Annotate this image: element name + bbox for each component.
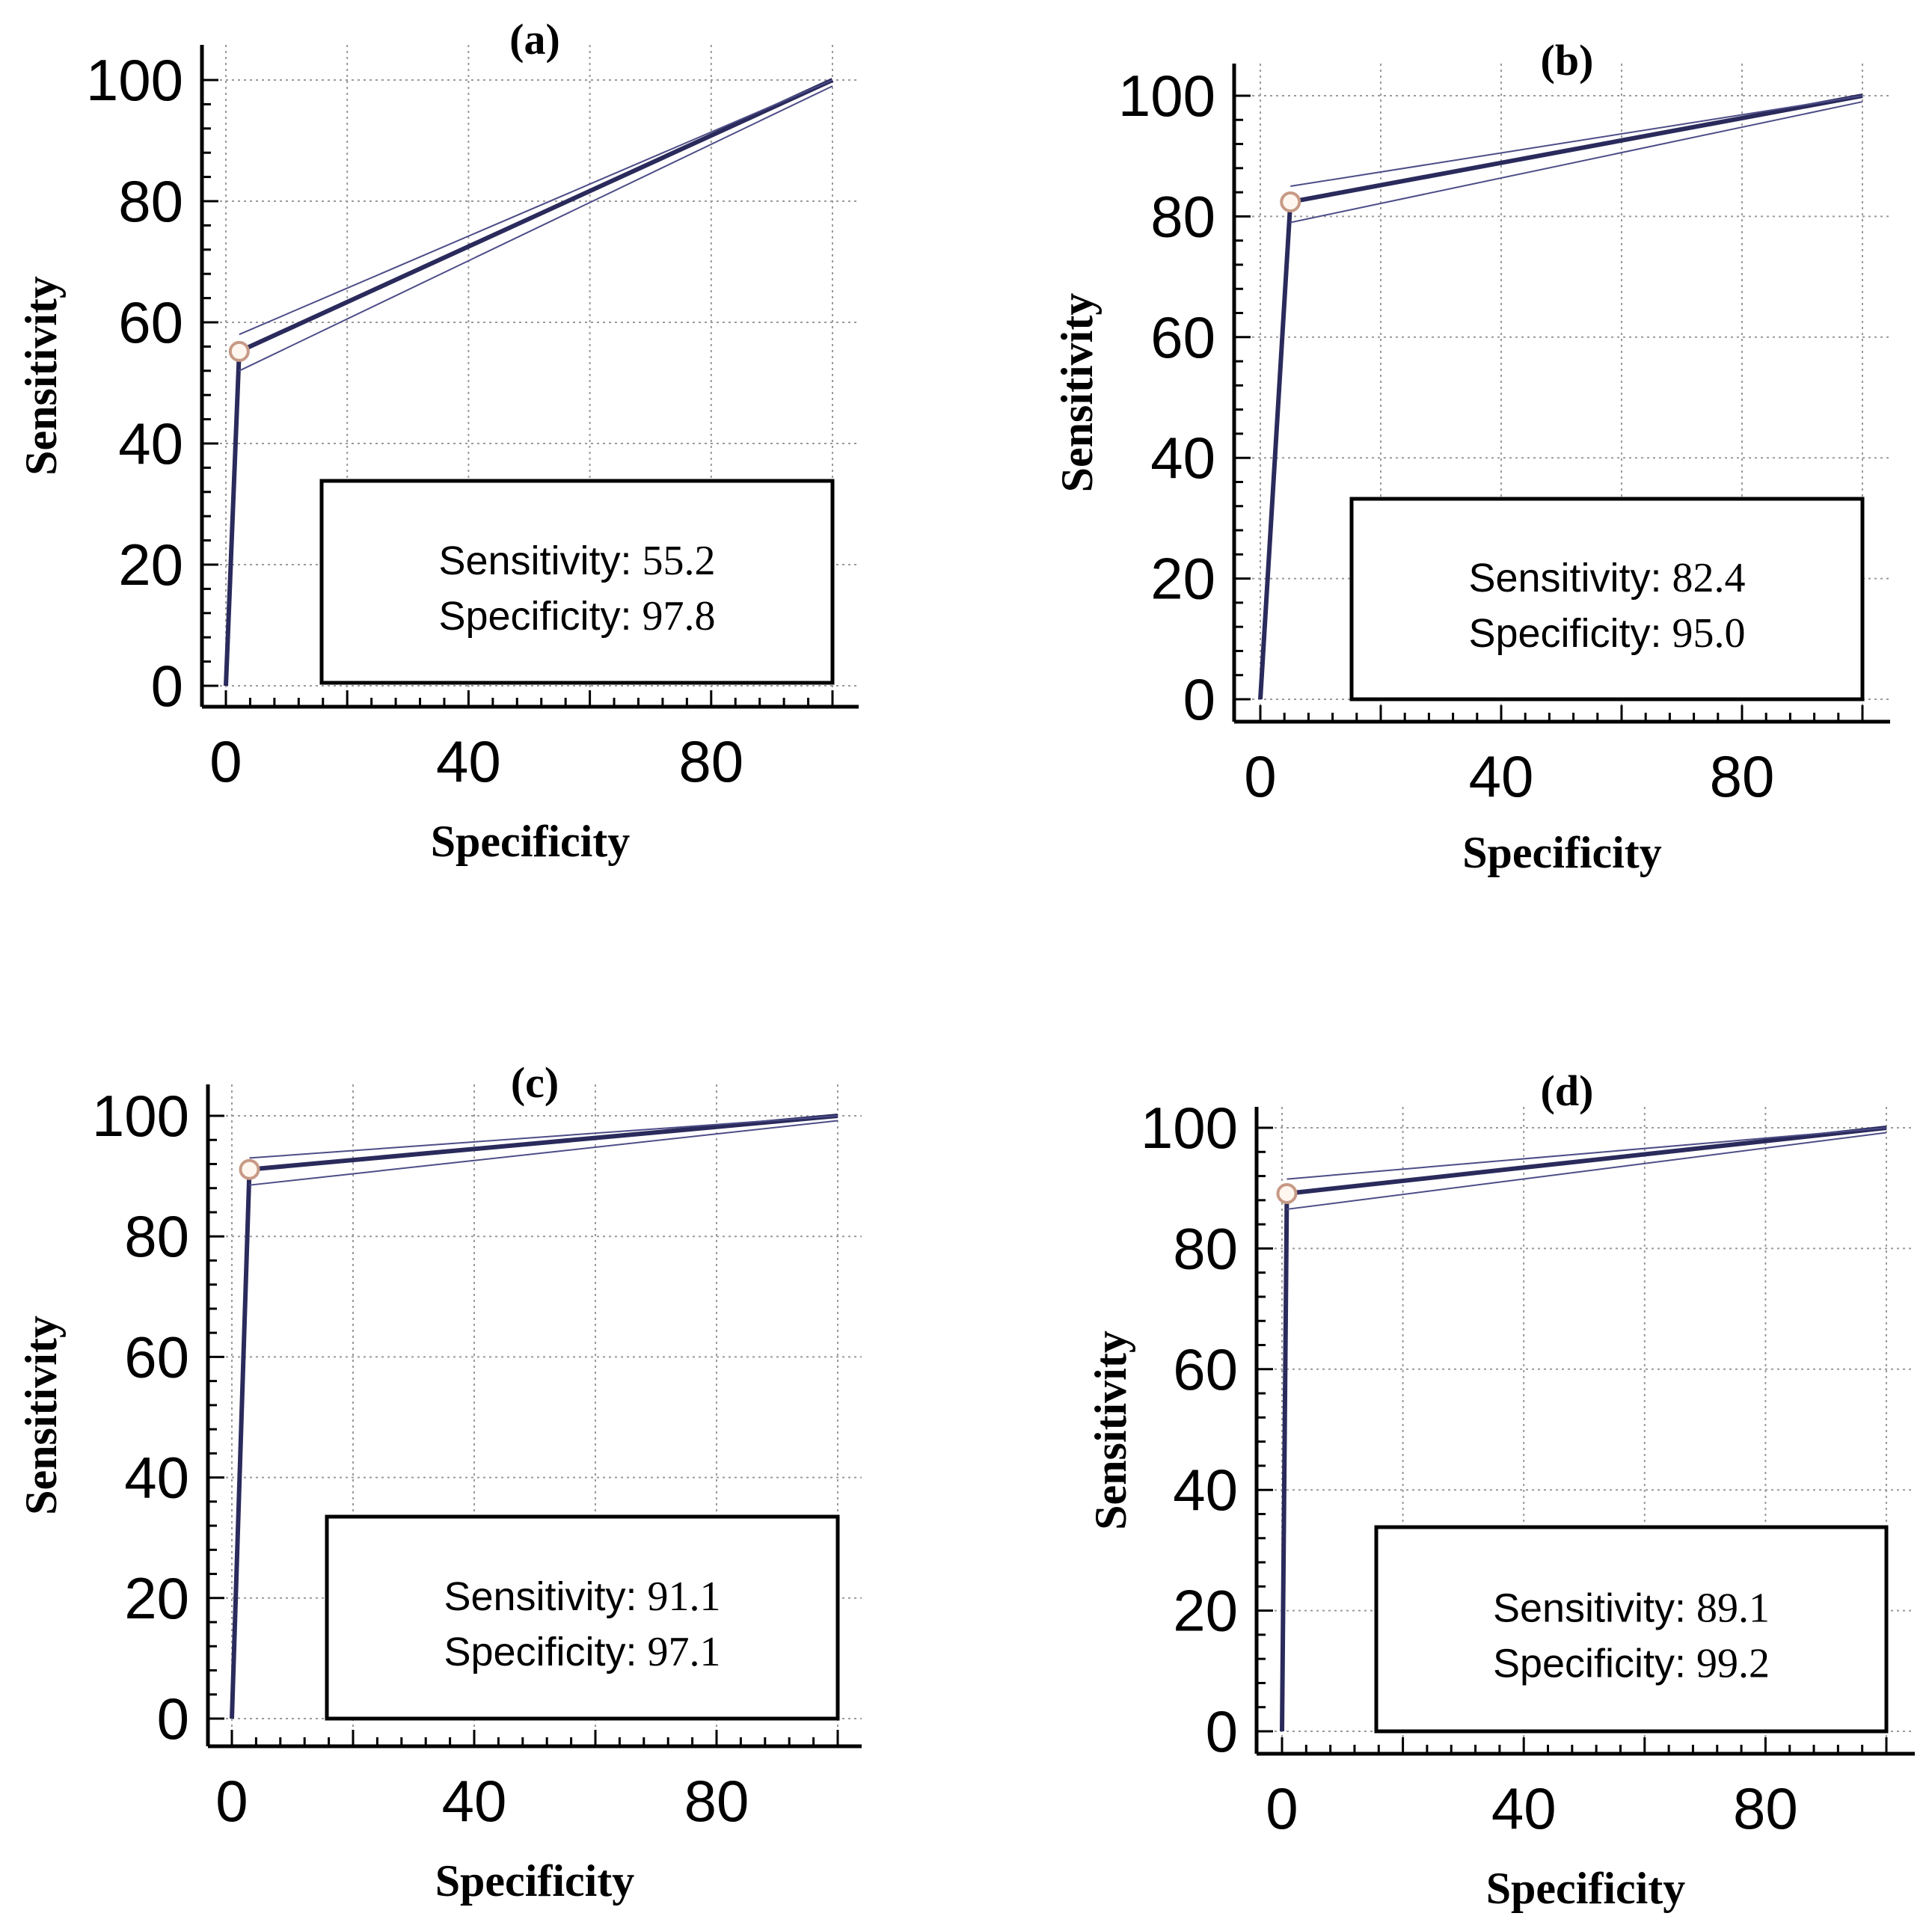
specificity-line: Specificity: 97.8 — [438, 593, 715, 639]
x-tick-label: 0 — [209, 728, 242, 794]
panel-title: (c) — [511, 1058, 559, 1107]
specificity-label: Specificity: — [444, 1630, 637, 1674]
y-tick-label: 100 — [92, 1083, 189, 1149]
sensitivity-value: 89.1 — [1696, 1585, 1770, 1632]
y-tick-label: 0 — [1206, 1698, 1238, 1764]
roc-panel-a: 0 20 40 60 80 100 0 40 80 (a) Specificity Sensitivi… — [16, 15, 859, 866]
roc-panel-d: 0 20 40 60 80 100 0 40 80 (d) Specificity Sensitivi… — [1086, 1066, 1915, 1913]
sensitivity-value: 82.4 — [1672, 555, 1746, 601]
x-axis-label: Specificity — [1462, 828, 1662, 877]
info-box-frame — [325, 1514, 840, 1721]
specificity-line: Specificity: 95.0 — [1468, 610, 1745, 657]
sensitivity-value: 91.1 — [648, 1574, 721, 1620]
operating-point — [1276, 1182, 1298, 1204]
y-tick-label: 40 — [124, 1445, 189, 1511]
y-tick-label: 80 — [1150, 183, 1215, 249]
info-box: Sensitivity: 55.2 Specificity: 97.8 — [319, 479, 835, 685]
y-tick-label: 60 — [1150, 304, 1215, 370]
sensitivity-value: 55.2 — [643, 538, 716, 584]
sensitivity-line: Sensitivity: 55.2 — [438, 538, 715, 584]
operating-point — [228, 340, 250, 362]
y-tick-label: 100 — [1141, 1095, 1238, 1161]
confidence-bound-line — [1287, 1132, 1887, 1210]
y-tick-label: 60 — [124, 1324, 189, 1390]
operating-point — [1280, 191, 1301, 213]
x-tick-label: 80 — [678, 728, 743, 794]
confidence-bound-line — [1290, 101, 1863, 224]
x-tick-label: 0 — [215, 1768, 248, 1834]
y-tick-label: 0 — [1183, 666, 1215, 732]
x-axis-label: Specificity — [435, 1856, 635, 1906]
sensitivity-label: Sensitivity: — [1468, 556, 1661, 601]
confidence-bound-line — [1287, 1127, 1887, 1180]
info-box-frame — [1374, 1525, 1889, 1734]
specificity-label: Specificity: — [1468, 611, 1661, 656]
y-tick-label: 60 — [1173, 1336, 1238, 1402]
roc-panel-c: 0 20 40 60 80 100 0 40 80 (c) Specificity Sensitivi… — [16, 1058, 862, 1906]
specificity-value: 97.1 — [648, 1629, 721, 1675]
y-axis-label: Sensitivity — [1052, 293, 1102, 493]
specificity-label: Specificity: — [438, 594, 631, 639]
y-tick-label: 40 — [1150, 425, 1215, 491]
y-axis-label: Sensitivity — [16, 276, 66, 476]
y-tick-label: 40 — [1173, 1457, 1238, 1523]
operating-point — [239, 1158, 260, 1180]
info-box-frame — [319, 479, 835, 685]
y-tick-label: 20 — [1150, 546, 1215, 612]
sensitivity-line: Sensitivity: 91.1 — [444, 1574, 720, 1620]
y-axis-label: Sensitivity — [1086, 1330, 1135, 1530]
panel-title: (a) — [509, 15, 560, 64]
specificity-value: 95.0 — [1672, 610, 1746, 657]
confidence-bound-line — [249, 1115, 838, 1159]
info-box-frame — [1349, 497, 1865, 701]
y-tick-label: 80 — [118, 168, 183, 234]
x-tick-label: 80 — [1710, 743, 1775, 809]
confidence-bound-line — [1290, 95, 1863, 188]
y-tick-label: 100 — [1118, 63, 1215, 129]
sensitivity-label: Sensitivity: — [1493, 1586, 1686, 1631]
specificity-line: Specificity: 97.1 — [444, 1629, 720, 1675]
confidence-bound-line — [249, 1120, 838, 1186]
confidence-bound-line — [239, 85, 833, 372]
y-tick-label: 20 — [124, 1565, 189, 1631]
y-tick-label: 0 — [151, 653, 183, 719]
sensitivity-label: Sensitivity: — [438, 538, 631, 583]
y-tick-label: 0 — [157, 1686, 189, 1751]
x-tick-label: 0 — [1244, 743, 1276, 809]
confidence-bound-line — [239, 79, 833, 336]
y-tick-label: 20 — [1173, 1578, 1238, 1644]
x-axis-label: Specificity — [431, 817, 631, 866]
x-tick-label: 40 — [1469, 743, 1534, 809]
x-tick-label: 80 — [684, 1768, 749, 1834]
x-tick-label: 40 — [1491, 1775, 1557, 1841]
specificity-line: Specificity: 99.2 — [1493, 1641, 1770, 1687]
roc-panel-b: 0 20 40 60 80 100 0 40 80 (b) Specificity Sensitivi… — [1052, 36, 1890, 877]
y-tick-label: 20 — [118, 532, 183, 598]
x-tick-label: 0 — [1266, 1775, 1298, 1841]
x-tick-label: 40 — [436, 728, 501, 794]
specificity-label: Specificity: — [1493, 1642, 1686, 1686]
panel-title: (b) — [1541, 36, 1594, 85]
sensitivity-line: Sensitivity: 89.1 — [1493, 1585, 1770, 1632]
specificity-value: 97.8 — [643, 593, 716, 639]
specificity-value: 99.2 — [1696, 1641, 1770, 1687]
y-tick-label: 60 — [118, 289, 183, 355]
y-tick-label: 100 — [86, 47, 183, 113]
sensitivity-line: Sensitivity: 82.4 — [1468, 555, 1745, 601]
y-tick-label: 80 — [1173, 1215, 1238, 1281]
y-tick-label: 40 — [118, 411, 183, 476]
x-axis-label: Specificity — [1486, 1864, 1686, 1913]
y-tick-label: 80 — [124, 1203, 189, 1269]
x-tick-label: 40 — [442, 1768, 507, 1834]
y-axis-label: Sensitivity — [16, 1315, 66, 1515]
sensitivity-label: Sensitivity: — [444, 1574, 637, 1619]
panel-title: (d) — [1541, 1066, 1594, 1115]
x-tick-label: 80 — [1733, 1775, 1798, 1841]
